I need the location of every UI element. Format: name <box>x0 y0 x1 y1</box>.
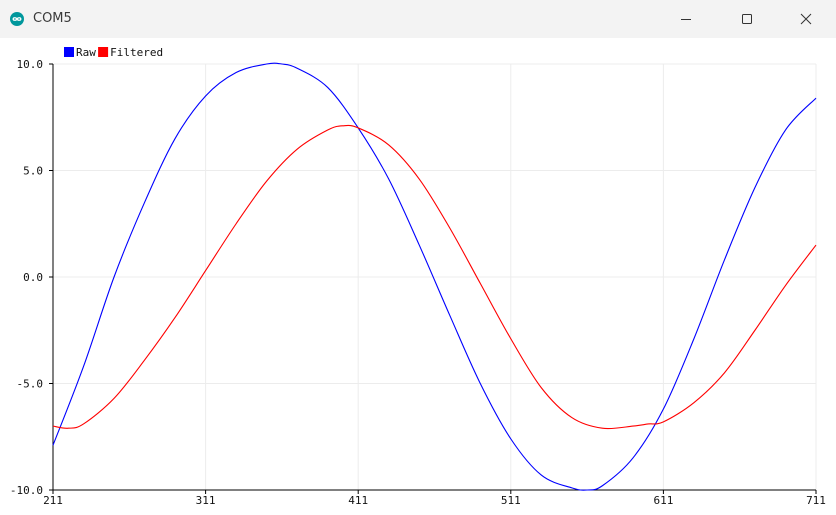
x-tick-label: 711 <box>806 494 826 507</box>
series-line-raw <box>52 62 817 491</box>
close-button[interactable] <box>776 0 836 38</box>
y-tick-label: 5.0 <box>23 165 43 178</box>
y-tick-label: -10.0 <box>10 484 43 497</box>
axes: -10.0 -5.0 0.0 5.0 10.0 211 311 411 511 611 711 <box>10 58 826 507</box>
x-tick-label: 611 <box>653 494 673 507</box>
legend: Raw Filtered <box>64 46 163 59</box>
close-icon <box>800 13 812 25</box>
x-tick-label: 211 <box>43 494 63 507</box>
y-tick-label: 10.0 <box>17 58 44 71</box>
legend-label-filtered: Filtered <box>110 46 163 59</box>
window-title: COM5 <box>33 11 72 26</box>
x-tick-label: 511 <box>501 494 521 507</box>
series <box>52 62 817 491</box>
line-chart: -10.0 -5.0 0.0 5.0 10.0 211 311 411 511 611 711 Ra… <box>10 46 826 507</box>
minimize-button[interactable] <box>656 0 716 38</box>
maximize-button[interactable] <box>717 0 777 38</box>
legend-label-raw: Raw <box>76 46 96 59</box>
legend-swatch-filtered <box>98 47 109 57</box>
grid <box>52 63 817 491</box>
title-bar: COM5 <box>0 0 836 38</box>
series-line-filtered <box>52 124 817 430</box>
y-tick-label: -5.0 <box>17 378 44 391</box>
serial-plotter: -10.0 -5.0 0.0 5.0 10.0 211 311 411 511 611 711 Ra… <box>0 38 836 515</box>
legend-swatch-raw <box>64 47 74 57</box>
minimize-icon <box>680 13 692 25</box>
y-tick-label: 0.0 <box>23 271 43 284</box>
maximize-icon <box>741 13 753 25</box>
x-tick-label: 311 <box>196 494 216 507</box>
infinity-icon <box>10 12 24 26</box>
x-tick-label: 411 <box>348 494 368 507</box>
